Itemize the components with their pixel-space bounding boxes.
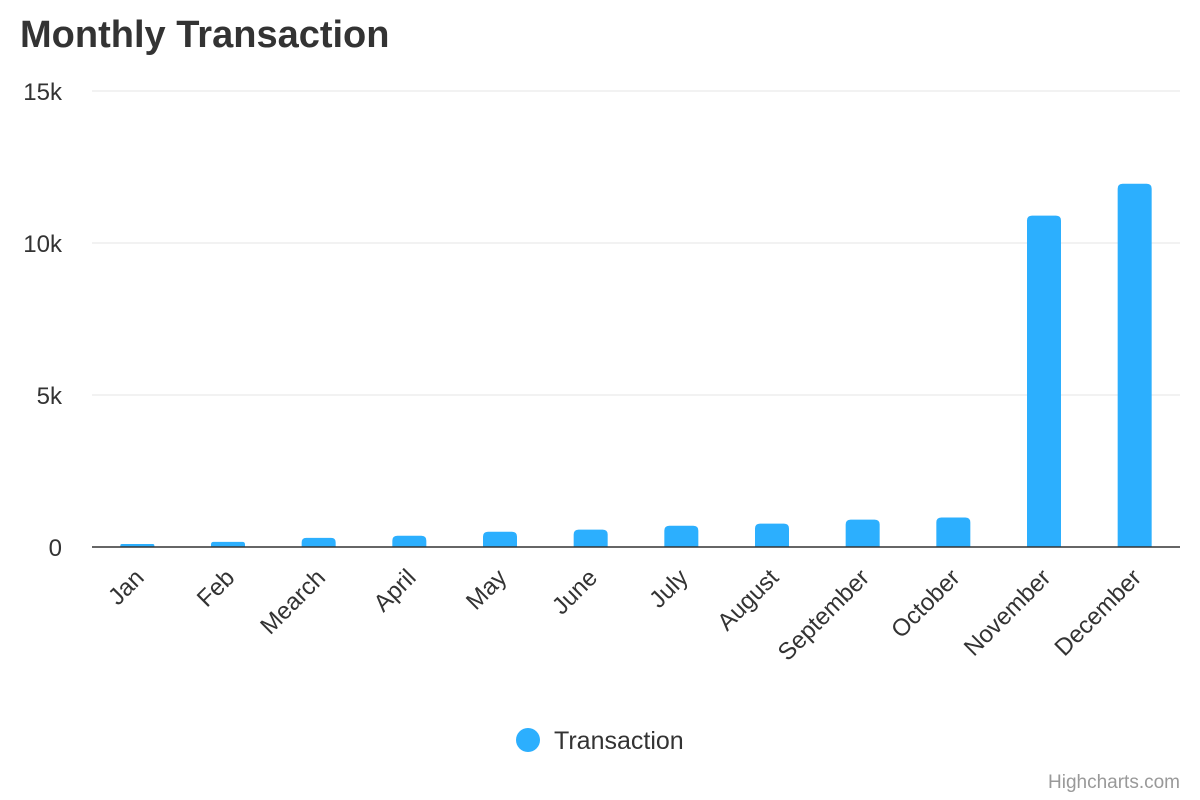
bar-jan[interactable] <box>120 543 155 547</box>
bar-august[interactable] <box>755 523 789 547</box>
x-tick-label: Mearch <box>255 564 331 640</box>
x-tick-label: June <box>547 564 603 620</box>
bar-mearch[interactable] <box>301 537 336 547</box>
x-tick-label: July <box>644 564 693 613</box>
legend-symbol[interactable] <box>516 728 540 752</box>
x-tick-label: Feb <box>192 564 240 612</box>
x-tick-label: November <box>959 564 1056 661</box>
bar-september[interactable] <box>845 519 880 547</box>
x-tick-label: May <box>461 564 512 615</box>
y-axis: 0 5k 10k 15k <box>23 79 63 562</box>
x-tick-label: December <box>1050 564 1147 661</box>
bar-november[interactable] <box>1027 215 1061 547</box>
x-tick-label: April <box>369 564 422 617</box>
legend-label[interactable]: Transaction <box>554 727 684 755</box>
x-axis: Jan Feb Mearch April May June July AugustSeptem… <box>103 564 1147 666</box>
x-tick-label: September <box>773 564 875 666</box>
credits-link[interactable]: Highcharts.com <box>1048 772 1180 793</box>
bar-october[interactable] <box>936 517 971 547</box>
y-tick-label: 5k <box>37 383 63 410</box>
bar-december[interactable] <box>1117 183 1152 547</box>
bar-july[interactable] <box>664 525 699 547</box>
chart-title: Monthly Transaction <box>20 14 390 56</box>
y-tick-label: 15k <box>23 79 63 106</box>
gridlines <box>92 90 1180 396</box>
y-tick-label: 0 <box>49 535 62 562</box>
bar-june[interactable] <box>573 529 608 547</box>
x-tick-label: Jan <box>103 564 149 610</box>
bar-feb[interactable] <box>211 541 245 547</box>
y-tick-label: 10k <box>23 231 63 258</box>
x-tick-label: October <box>886 564 965 643</box>
legend[interactable]: Transaction <box>516 727 684 755</box>
bar-may[interactable] <box>483 531 517 547</box>
bar-april[interactable] <box>392 535 427 547</box>
x-tick-label: August <box>712 564 784 636</box>
bar-series[interactable] <box>120 183 1152 547</box>
